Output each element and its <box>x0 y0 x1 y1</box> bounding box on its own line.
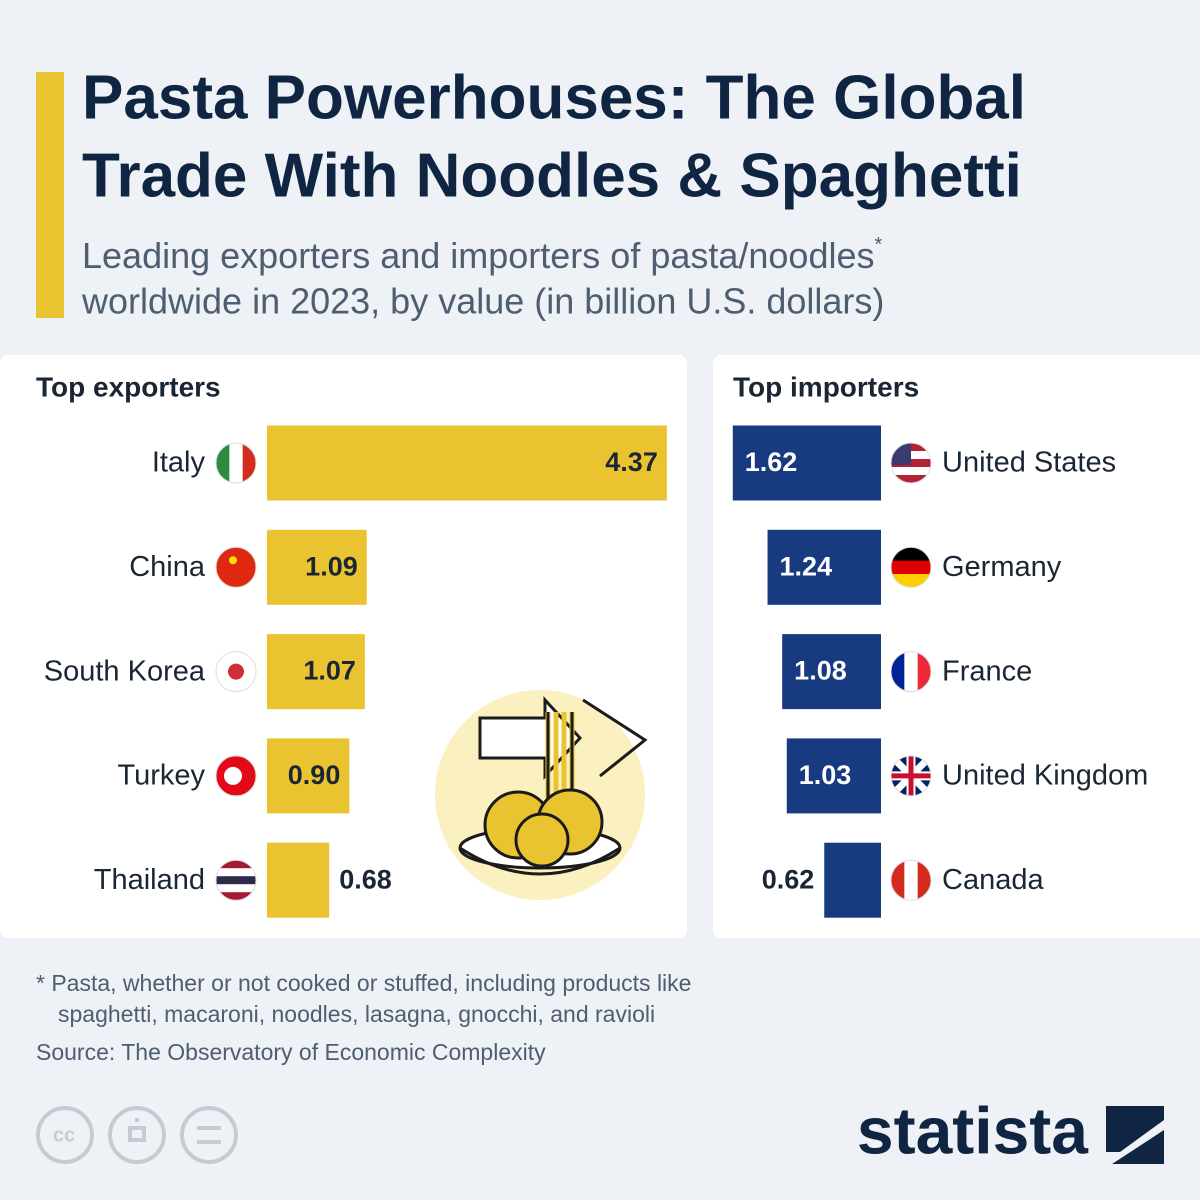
flag-ring <box>215 546 257 588</box>
accent-bar <box>36 72 64 318</box>
footnote: spaghetti, macaroni, noodles, lasagna, g… <box>58 1001 655 1027</box>
bar <box>782 634 881 710</box>
flag-ring <box>890 859 932 901</box>
category-label: China <box>129 551 206 583</box>
flag-ring <box>890 755 932 797</box>
logo: statista <box>857 1093 1089 1167</box>
value-label: 1.24 <box>780 551 833 581</box>
bar <box>732 425 881 501</box>
title-line: Trade With Noodles & Spaghetti <box>82 141 1022 210</box>
subtitle: Leading exporters and importers of pasta… <box>82 234 883 275</box>
panel-title: Top importers <box>733 371 919 402</box>
pasta-icon <box>435 690 648 900</box>
flag <box>216 860 256 901</box>
category-label: South Korea <box>44 655 206 687</box>
flag-ring <box>890 442 932 484</box>
bar <box>267 529 367 605</box>
category-label: France <box>942 655 1032 687</box>
flag-stripe <box>891 573 931 588</box>
flag-cross <box>891 755 931 796</box>
flag <box>216 443 256 483</box>
value-label: 0.62 <box>762 864 815 894</box>
flag-stripe <box>216 443 230 483</box>
flag-ring <box>890 651 932 693</box>
flag-stripe <box>216 547 256 588</box>
bar <box>767 529 881 605</box>
value-label: 1.08 <box>794 656 847 686</box>
category-label: Turkey <box>117 760 205 792</box>
panel-title: Top exporters <box>36 371 221 402</box>
flag <box>216 651 256 692</box>
flag <box>891 651 931 692</box>
flag-stripe <box>917 860 931 901</box>
flag-ring <box>215 651 257 693</box>
flag <box>891 860 931 901</box>
flag-stripe <box>216 884 256 893</box>
bar <box>267 738 350 814</box>
category-label: Germany <box>942 551 1062 583</box>
flag <box>216 547 256 588</box>
flag-stripe <box>242 443 256 483</box>
subtitle-text: Leading exporters and importers of pasta… <box>82 235 875 276</box>
flag-stripe <box>216 860 256 869</box>
flag-stripe <box>216 892 256 901</box>
flag-stripe <box>904 651 919 692</box>
source: Source: The Observatory of Economic Comp… <box>36 1039 546 1065</box>
category-label: Thailand <box>94 864 205 896</box>
bar <box>824 842 881 918</box>
category-label: United States <box>942 447 1116 479</box>
value-label: 1.03 <box>799 760 852 790</box>
logo-mark <box>1106 1106 1164 1164</box>
category-label: Italy <box>152 447 206 479</box>
bar <box>267 842 330 918</box>
flag-stripe <box>917 651 931 692</box>
flag-stripe <box>891 467 931 476</box>
subtitle: worldwide in 2023, by value (in billion … <box>81 281 884 322</box>
value-label: 1.62 <box>745 447 798 477</box>
value-label: 4.37 <box>605 447 658 477</box>
flag-emblem <box>224 766 242 785</box>
bar <box>267 634 365 710</box>
flag-ring <box>215 859 257 901</box>
flag-ring <box>215 442 257 484</box>
category-label: United Kingdom <box>942 760 1148 792</box>
value-label: 0.68 <box>339 864 392 894</box>
title-line: Pasta Powerhouses: The Global <box>82 63 1026 132</box>
flag-stripe <box>891 860 905 901</box>
category-label: Canada <box>942 864 1044 896</box>
flag-stripe <box>229 443 244 483</box>
value-label: 0.90 <box>288 760 341 790</box>
bar <box>267 425 667 501</box>
value-label: 1.07 <box>303 656 356 686</box>
flag <box>891 755 931 796</box>
flag-stripe <box>891 651 905 692</box>
flag-ring <box>890 546 932 588</box>
subtitle-mark: * <box>875 234 883 256</box>
flag-stripe <box>891 475 931 483</box>
value-label: 1.09 <box>305 551 358 581</box>
flag-stripe <box>891 547 931 562</box>
flag-emblem <box>229 556 237 565</box>
bar <box>786 738 881 814</box>
flag <box>891 547 931 588</box>
flag <box>216 755 256 796</box>
license-icons <box>36 1106 238 1164</box>
flag-emblem <box>228 663 244 680</box>
footnote: * Pasta, whether or not cooked or stuffe… <box>36 970 691 996</box>
flag-ring <box>215 755 257 797</box>
flag-stripe <box>216 876 256 885</box>
flag-stripe <box>904 860 919 901</box>
flag-stripe <box>216 868 256 877</box>
cc-mark: cc <box>53 1124 75 1146</box>
flag-stripe <box>891 560 931 575</box>
